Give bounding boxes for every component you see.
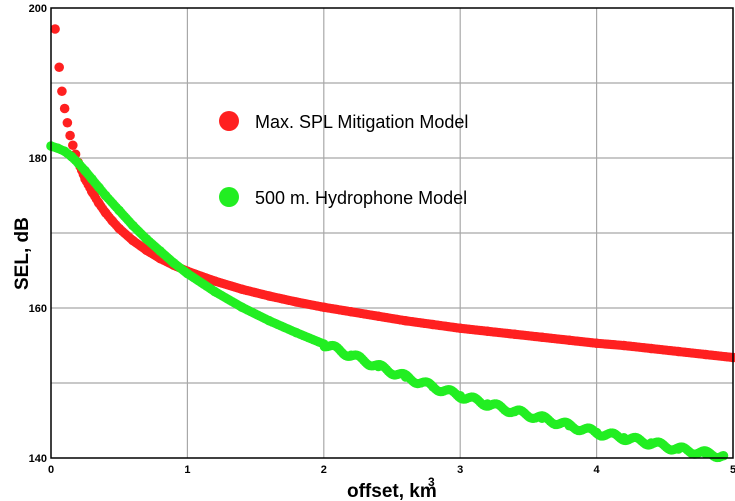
data-point [68, 140, 78, 151]
data-point [87, 174, 97, 184]
data-point [673, 444, 684, 454]
data-point [564, 420, 575, 431]
y-tick-label: 200 [29, 3, 47, 15]
data-point [54, 62, 64, 73]
data-point [87, 186, 97, 197]
legend: Max. SPL Mitigation Model 500 m. Hydroph… [219, 111, 468, 208]
data-point [428, 381, 438, 392]
data-point [264, 291, 275, 301]
plot-frame [50, 7, 734, 459]
data-point [80, 165, 90, 176]
data-point [646, 438, 656, 448]
data-point [182, 268, 193, 279]
data-point [537, 332, 547, 343]
legend-label-hydrophone: 500 m. Hydrophone Model [255, 188, 467, 208]
data-point [373, 361, 384, 372]
data-point [141, 234, 152, 244]
data-point [319, 339, 329, 349]
data-point [564, 335, 575, 346]
legend-label-max-spl: Max. SPL Mitigation Model [255, 112, 468, 132]
data-point [346, 306, 356, 317]
legend-marker-hydrophone [219, 187, 239, 207]
data-point [509, 329, 520, 340]
data-point [291, 297, 302, 307]
data-point [107, 216, 118, 226]
data-point [59, 103, 70, 114]
data-point [591, 338, 602, 349]
data-point [59, 146, 70, 157]
x-tick-label: 4 [594, 464, 601, 476]
data-point [619, 432, 629, 443]
data-point [209, 276, 220, 286]
data-point [57, 86, 67, 97]
data-point [700, 349, 711, 360]
x-axis-title-superscript: 3 [428, 475, 435, 489]
data-point [673, 346, 684, 357]
data-point [237, 284, 247, 295]
data-point [66, 151, 77, 162]
data-point [619, 340, 629, 351]
x-tick-label: 0 [48, 464, 54, 476]
data-point [100, 207, 111, 218]
data-point [128, 235, 138, 246]
data-layer [46, 24, 735, 463]
data-point [62, 117, 73, 128]
x-tick-label: 2 [321, 464, 327, 476]
data-point [482, 399, 493, 409]
data-point [509, 406, 520, 417]
data-point [591, 427, 602, 438]
data-point [482, 326, 493, 337]
x-tick-label: 1 [184, 464, 190, 476]
data-point [346, 350, 356, 361]
data-point [141, 245, 152, 256]
data-point [93, 182, 104, 193]
data-point [319, 302, 329, 313]
grid [51, 8, 733, 458]
data-point [718, 450, 729, 461]
data-point [50, 24, 60, 34]
data-point [646, 343, 656, 354]
data-point [65, 130, 75, 141]
data-point [455, 323, 466, 334]
data-point [400, 315, 411, 326]
data-point [114, 205, 124, 216]
y-tick-label: 180 [29, 153, 47, 165]
data-point [237, 302, 247, 313]
data-point [291, 327, 302, 338]
data-point [155, 246, 165, 256]
data-point [264, 315, 275, 326]
data-point [400, 372, 411, 382]
data-point [373, 311, 384, 322]
data-point [128, 220, 138, 231]
ticks: 0 1 2 3 4 5 140 160 180 200 [29, 3, 735, 476]
data-point [100, 190, 111, 201]
data-point [700, 448, 711, 459]
data-point [455, 390, 466, 401]
y-tick-label: 140 [29, 453, 47, 465]
data-point [114, 223, 124, 234]
x-axis-title: offset, km [347, 481, 437, 501]
data-point [209, 286, 220, 297]
x-tick-label: 3 [457, 464, 463, 476]
y-axis-title: SEL, dB [12, 217, 33, 290]
data-point [428, 319, 438, 330]
y-tick-label: 160 [29, 303, 47, 315]
data-point [93, 198, 104, 208]
x-tick-label: 5 [730, 464, 735, 476]
data-point [537, 413, 547, 424]
legend-marker-max-spl [219, 111, 239, 131]
data-point [168, 258, 179, 268]
data-point [73, 158, 84, 169]
